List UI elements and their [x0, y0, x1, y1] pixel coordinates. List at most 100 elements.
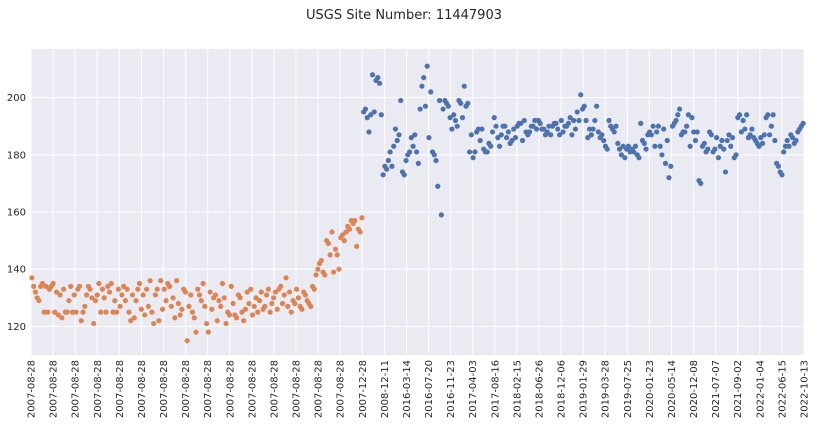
x-tick-label: 2021-09-02 [733, 360, 744, 418]
data-point [394, 137, 400, 144]
data-point [50, 280, 56, 287]
data-point [359, 215, 365, 221]
data-point [537, 120, 543, 126]
data-point [419, 83, 425, 89]
data-point [472, 149, 478, 155]
data-point [246, 300, 252, 307]
data-point [45, 309, 51, 315]
data-point [611, 129, 617, 135]
data-point [705, 146, 711, 152]
data-point [200, 280, 206, 287]
data-point [101, 295, 107, 301]
x-tick-label: 2007-08-28 [93, 360, 104, 418]
data-point [234, 315, 240, 321]
x-tick-label: 2007-08-28 [336, 360, 347, 418]
data-point [366, 129, 372, 135]
data-point [230, 300, 236, 307]
data-point [196, 292, 203, 298]
chart-title: USGS Site Number: 11447903 [306, 8, 502, 23]
x-tick-label: 2022-01-04 [755, 360, 766, 418]
data-point [66, 298, 72, 304]
x-tick-label: 2017-04-03 [468, 360, 479, 418]
data-point [477, 137, 483, 144]
x-tick-label: 2007-08-28 [181, 360, 192, 418]
x-tick-label: 2016-11-23 [446, 360, 457, 418]
data-point [166, 283, 173, 289]
data-point [466, 149, 473, 155]
x-tick-label: 2007-08-28 [247, 360, 258, 418]
data-point [152, 292, 159, 298]
data-point [495, 135, 501, 141]
data-point [136, 280, 143, 287]
data-point [385, 157, 391, 164]
y-tick-label: 120 [7, 322, 26, 333]
x-tick-label: 2007-08-28 [27, 360, 38, 418]
data-point [800, 120, 806, 126]
data-point [509, 137, 515, 144]
data-point [295, 295, 301, 301]
data-point [599, 132, 605, 138]
data-point [717, 143, 723, 149]
data-point [318, 258, 324, 264]
data-point [357, 229, 363, 235]
data-point [142, 312, 148, 318]
data-point [558, 117, 564, 124]
data-point [519, 137, 526, 144]
data-point [401, 172, 407, 178]
data-point [601, 137, 607, 144]
data-point [76, 283, 83, 289]
data-point [129, 292, 136, 298]
data-point [239, 309, 245, 315]
data-point [661, 126, 667, 132]
data-point [747, 132, 753, 138]
data-point [156, 318, 162, 324]
data-point [279, 300, 286, 307]
data-point [618, 152, 624, 158]
data-point [311, 286, 317, 292]
data-point [378, 112, 384, 118]
data-point [92, 298, 99, 304]
data-point [496, 143, 503, 149]
data-point [336, 266, 342, 272]
data-point [648, 132, 654, 138]
data-point [83, 292, 90, 298]
data-point [214, 318, 220, 324]
x-tick-label: 2020-05-14 [667, 360, 678, 418]
data-point [219, 280, 226, 287]
data-point [738, 129, 744, 135]
x-tick-label: 2018-06-26 [534, 360, 545, 418]
data-point [177, 312, 183, 318]
data-point [417, 106, 423, 112]
data-point [244, 289, 250, 295]
data-point [346, 226, 353, 232]
data-point [186, 303, 192, 309]
data-point [264, 292, 270, 298]
data-point [248, 286, 254, 292]
data-point [422, 103, 429, 109]
data-point [154, 286, 160, 292]
data-point [571, 117, 577, 124]
data-point [518, 120, 524, 126]
data-point [631, 149, 637, 155]
data-point [592, 117, 598, 124]
data-point [761, 132, 767, 138]
data-point [721, 146, 727, 152]
data-point [421, 75, 427, 81]
data-point [424, 63, 430, 69]
data-point [174, 278, 180, 284]
data-point [673, 117, 679, 124]
x-tick-label: 2020-12-08 [689, 360, 700, 418]
data-point [354, 243, 360, 249]
data-point [715, 155, 722, 161]
data-point [218, 303, 224, 309]
data-point [744, 112, 750, 118]
data-point [398, 97, 404, 104]
data-point [228, 283, 234, 289]
data-point [59, 315, 65, 321]
data-point [115, 286, 121, 292]
data-point [262, 303, 268, 309]
data-point [708, 132, 714, 138]
data-point [285, 303, 291, 309]
data-point [68, 283, 74, 289]
data-point [659, 152, 665, 158]
